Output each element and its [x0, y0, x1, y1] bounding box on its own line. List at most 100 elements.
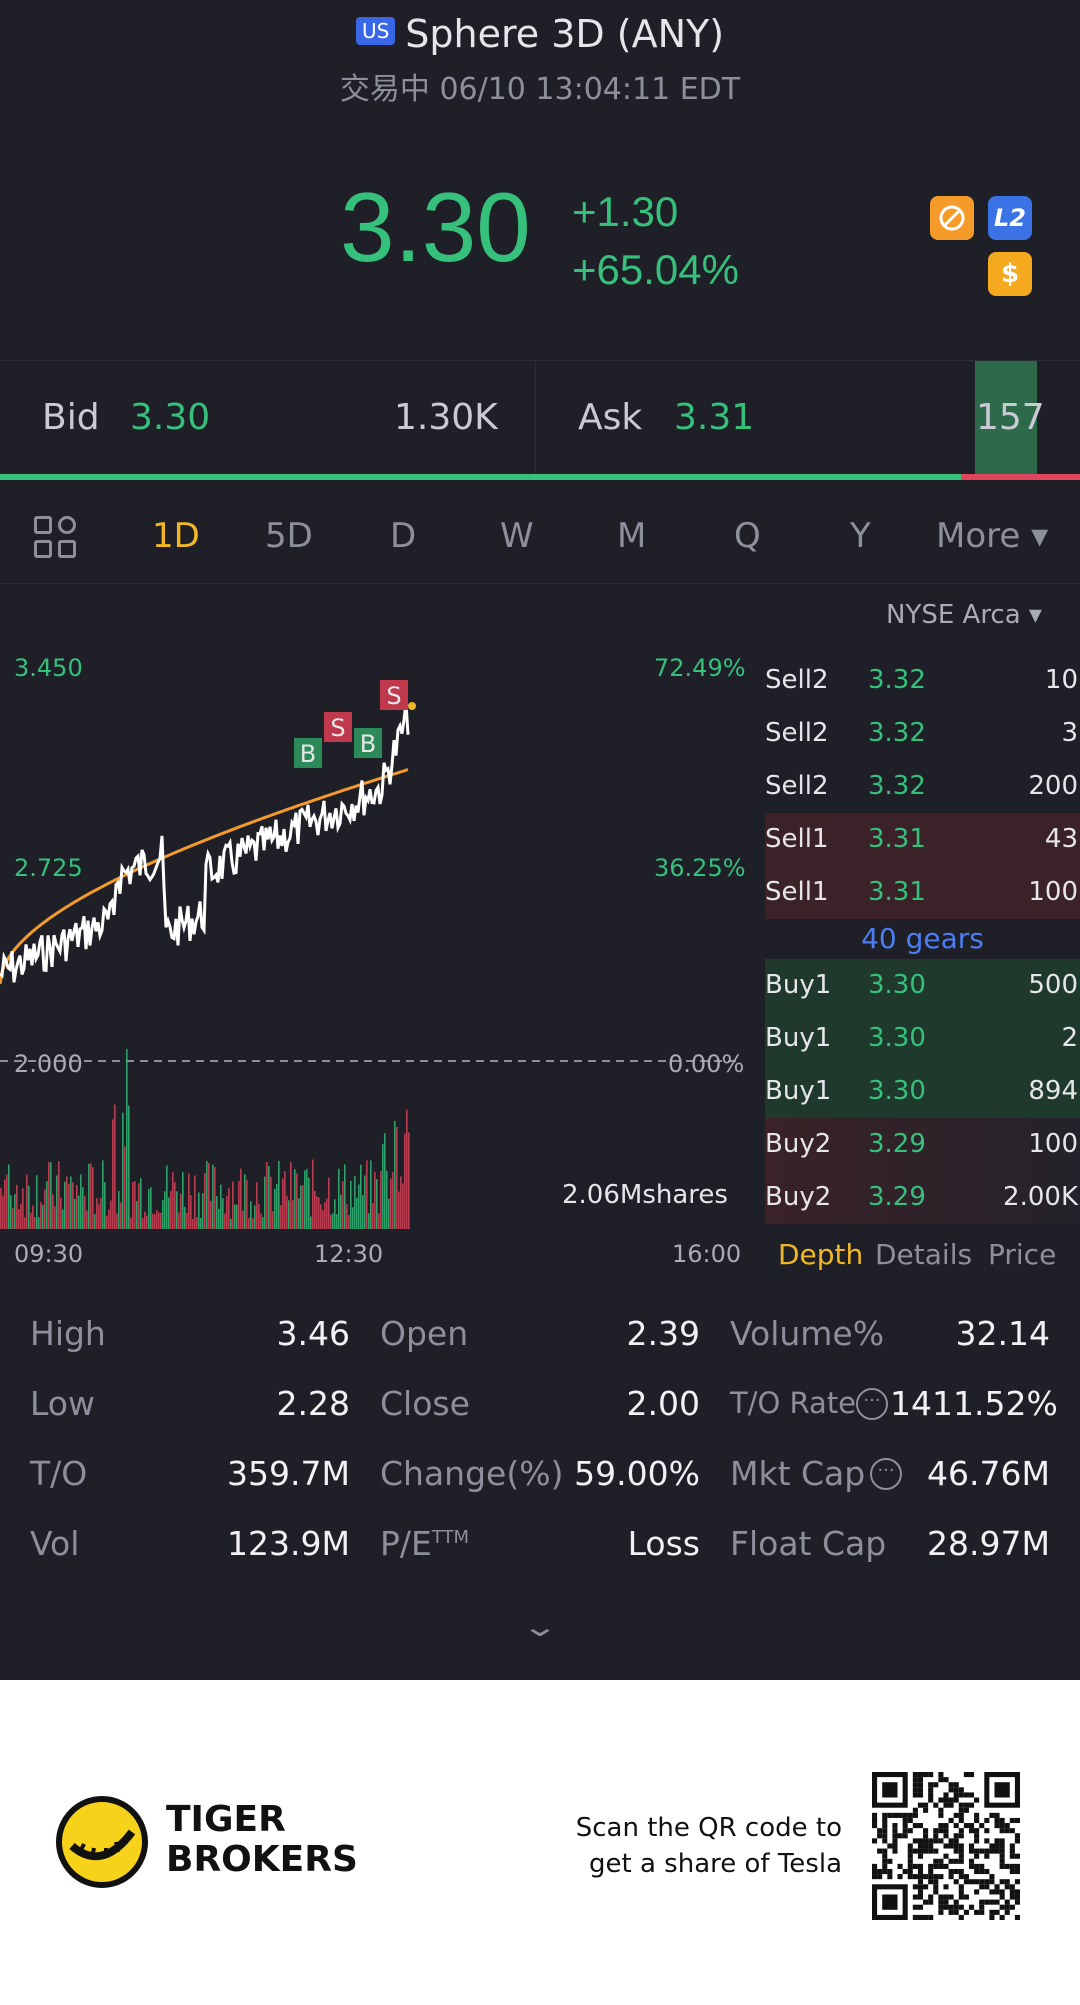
tab-price[interactable]: Price — [988, 1238, 1057, 1271]
volume-bar — [82, 1187, 84, 1229]
volume-bar — [164, 1191, 166, 1229]
last-price-dot — [408, 702, 416, 710]
stats-grid: High 3.46 Low 2.28 T/O 359.7M Vol 123.9M… — [0, 1300, 1080, 1680]
volume-bar — [290, 1162, 292, 1229]
volume-bar — [80, 1174, 82, 1229]
trade-marker-s1: S — [324, 712, 352, 742]
depth-side: Buy1 — [765, 970, 832, 1000]
volume-bar — [56, 1175, 58, 1229]
volume-bar — [124, 1146, 126, 1229]
ask-label: Ask — [578, 397, 643, 438]
intraday-chart[interactable]: B S B S 3.450 2.725 2.000 72.49% 36.25% … — [0, 584, 750, 1244]
price-change-percent: +65.04% — [572, 246, 739, 293]
depth-side: Sell2 — [765, 665, 829, 695]
depth-qty: 894 — [1028, 1076, 1078, 1106]
mktcap-info-icon[interactable]: ··· — [870, 1458, 902, 1490]
stat-change: 59.00% — [574, 1454, 700, 1493]
y-label-mid: 2.725 — [14, 854, 83, 882]
trade-marker-s2: S — [380, 680, 408, 710]
stat-vol: 123.9M — [227, 1524, 350, 1563]
ask-size-highlight — [975, 361, 1037, 477]
stat-change-label: Change(%) — [380, 1454, 564, 1493]
volume-bar — [154, 1214, 156, 1229]
volume-bar — [206, 1161, 208, 1229]
volume-bar — [302, 1185, 304, 1229]
volume-bar — [38, 1217, 40, 1229]
depth-qty: 43 — [1044, 824, 1078, 854]
tab-depth[interactable]: Depth — [778, 1238, 864, 1271]
no-entry-icon[interactable] — [930, 196, 974, 240]
svg-text:S: S — [330, 714, 345, 742]
volume-bar — [216, 1195, 218, 1229]
volume-bar — [396, 1126, 398, 1229]
l2-icon[interactable]: L2 — [988, 196, 1032, 240]
price-line — [0, 702, 410, 983]
time-mid: 12:30 — [314, 1240, 384, 1268]
stat-high-label: High — [30, 1314, 106, 1353]
volume-bar — [148, 1189, 150, 1229]
tab-d[interactable]: D — [390, 516, 417, 556]
volume-bar — [242, 1210, 244, 1229]
volume-bar — [240, 1168, 242, 1229]
exchange-selector[interactable]: NYSE Arca ▾ — [886, 600, 1042, 630]
dollar-icon[interactable]: $ — [988, 252, 1032, 296]
volume-bar — [64, 1181, 66, 1229]
tab-1d[interactable]: 1D — [152, 516, 200, 556]
volume-bar — [332, 1213, 334, 1229]
stat-floatcap: 28.97M — [927, 1524, 1050, 1563]
volume-bar — [228, 1187, 230, 1229]
volume-bar — [104, 1182, 106, 1229]
torate-info-icon[interactable]: ··· — [856, 1388, 888, 1420]
volume-bar — [220, 1184, 222, 1229]
volume-bar — [258, 1203, 260, 1229]
volume-bar — [100, 1197, 102, 1229]
tab-y[interactable]: Y — [850, 516, 871, 556]
volume-bar — [300, 1185, 302, 1229]
volume-bar — [230, 1218, 232, 1229]
volume-bar — [6, 1174, 8, 1229]
stat-low: 2.28 — [276, 1384, 350, 1423]
volume-bar — [66, 1176, 68, 1229]
tab-5d[interactable]: 5D — [265, 516, 313, 556]
expand-chevron-icon[interactable]: ⌄ — [521, 1610, 559, 1643]
depth-price: 3.31 — [868, 877, 926, 907]
volume-bar — [268, 1166, 270, 1229]
depth-price: 3.30 — [868, 1076, 926, 1106]
depth-side: Buy2 — [765, 1129, 832, 1159]
tab-more[interactable]: More ▾ — [936, 516, 1049, 556]
depth-price: 3.32 — [868, 771, 926, 801]
gears-count[interactable]: 40 gears — [861, 922, 984, 955]
volume-bar — [198, 1192, 200, 1229]
volume-bar — [28, 1185, 30, 1229]
volume-bar — [20, 1203, 22, 1229]
y-label-top: 3.450 — [14, 654, 83, 682]
stat-open-label: Open — [380, 1314, 469, 1353]
depth-price: 3.32 — [868, 665, 926, 695]
depth-qty: 500 — [1028, 970, 1078, 1000]
tab-q[interactable]: Q — [734, 516, 761, 556]
depth-qty: 10 — [1044, 665, 1078, 695]
volume-bar — [52, 1194, 54, 1229]
volume-bar — [324, 1202, 326, 1229]
grid-layout-icon[interactable] — [34, 516, 78, 560]
depth-qty: 3 — [1061, 718, 1078, 748]
volume-bar — [128, 1105, 130, 1229]
volume-bar — [306, 1168, 308, 1229]
tab-m[interactable]: M — [617, 516, 647, 556]
volume-bar — [44, 1189, 46, 1229]
quote-header: US Sphere 3D (ANY) 交易中 06/10 13:04:11 EDT… — [0, 0, 1080, 358]
tab-details[interactable]: Details — [875, 1238, 973, 1271]
volume-bar — [360, 1164, 362, 1229]
volume-bar — [184, 1206, 186, 1229]
volume-bar — [60, 1197, 62, 1229]
volume-bar — [350, 1180, 352, 1229]
stat-pe: Loss — [627, 1524, 700, 1563]
volume-bar — [156, 1210, 158, 1229]
volume-bar — [400, 1176, 402, 1229]
ask-size: 157 — [976, 397, 1045, 438]
volume-bar — [398, 1191, 400, 1229]
tab-w[interactable]: W — [500, 516, 534, 556]
volume-bar — [288, 1200, 290, 1229]
volume-bar — [342, 1181, 344, 1229]
volume-bar — [0, 1188, 2, 1229]
